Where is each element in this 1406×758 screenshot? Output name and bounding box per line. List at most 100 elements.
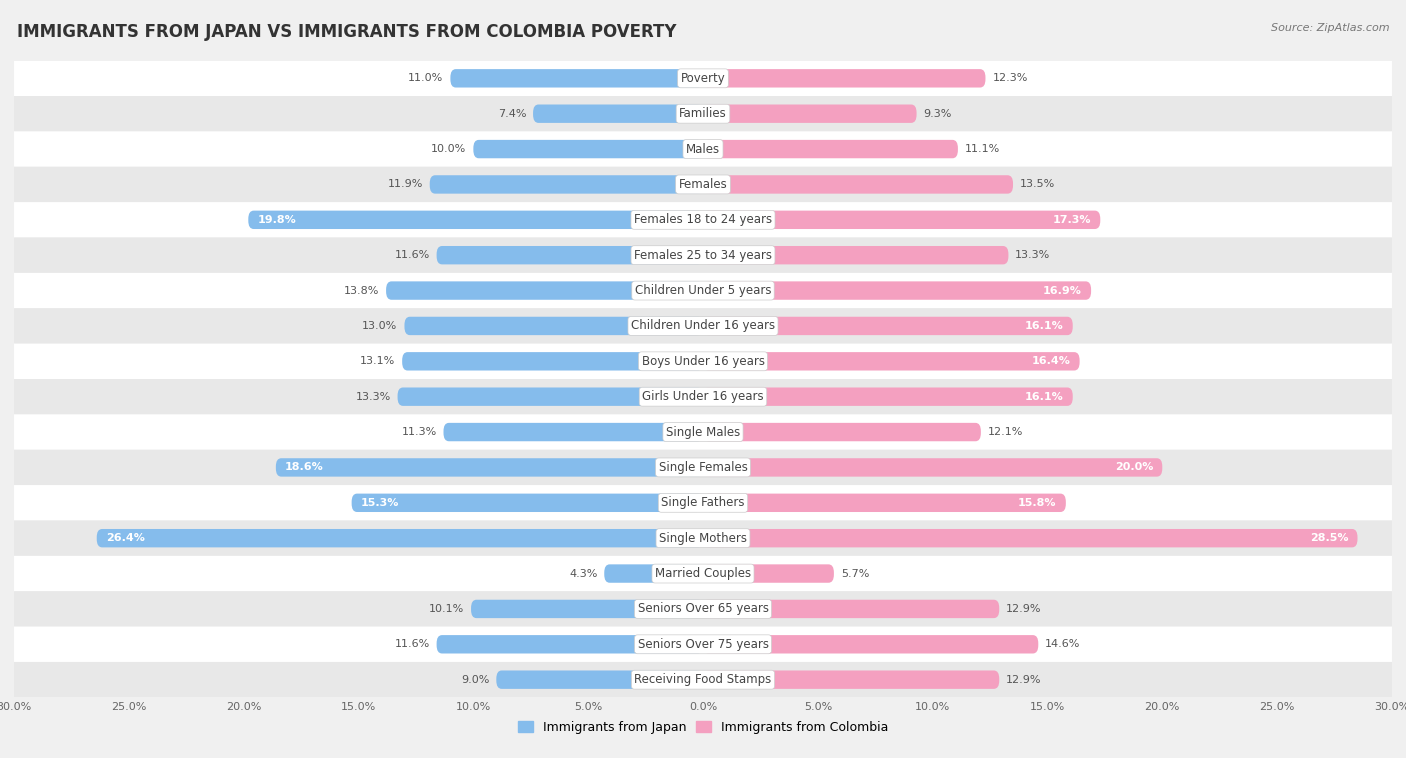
Text: Source: ZipAtlas.com: Source: ZipAtlas.com [1271,23,1389,33]
Text: Children Under 16 years: Children Under 16 years [631,319,775,333]
Text: 16.1%: 16.1% [1025,321,1063,331]
FancyBboxPatch shape [14,273,1392,309]
FancyBboxPatch shape [398,387,703,406]
FancyBboxPatch shape [97,529,703,547]
FancyBboxPatch shape [703,105,917,123]
Legend: Immigrants from Japan, Immigrants from Colombia: Immigrants from Japan, Immigrants from C… [513,716,893,739]
Text: 11.6%: 11.6% [395,250,430,260]
Text: 11.6%: 11.6% [395,639,430,650]
Text: 13.1%: 13.1% [360,356,395,366]
FancyBboxPatch shape [402,352,703,371]
Text: Females 25 to 34 years: Females 25 to 34 years [634,249,772,262]
FancyBboxPatch shape [605,565,703,583]
Text: 18.6%: 18.6% [285,462,323,472]
FancyBboxPatch shape [703,459,1163,477]
FancyBboxPatch shape [14,591,1392,627]
FancyBboxPatch shape [14,662,1392,697]
FancyBboxPatch shape [14,167,1392,202]
Text: Single Mothers: Single Mothers [659,531,747,545]
FancyBboxPatch shape [352,493,703,512]
Text: 11.1%: 11.1% [965,144,1000,154]
FancyBboxPatch shape [703,211,1101,229]
FancyBboxPatch shape [405,317,703,335]
FancyBboxPatch shape [703,317,1073,335]
Text: 16.4%: 16.4% [1032,356,1070,366]
Text: 11.0%: 11.0% [408,74,443,83]
FancyBboxPatch shape [430,175,703,193]
Text: 12.1%: 12.1% [988,427,1024,437]
FancyBboxPatch shape [14,449,1392,485]
Text: Seniors Over 75 years: Seniors Over 75 years [637,637,769,651]
Text: IMMIGRANTS FROM JAPAN VS IMMIGRANTS FROM COLOMBIA POVERTY: IMMIGRANTS FROM JAPAN VS IMMIGRANTS FROM… [17,23,676,41]
Text: 28.5%: 28.5% [1310,533,1348,543]
Text: Poverty: Poverty [681,72,725,85]
Text: 12.9%: 12.9% [1007,604,1042,614]
FancyBboxPatch shape [14,309,1392,343]
Text: Girls Under 16 years: Girls Under 16 years [643,390,763,403]
FancyBboxPatch shape [703,671,1000,689]
Text: 19.8%: 19.8% [257,215,297,225]
Text: Boys Under 16 years: Boys Under 16 years [641,355,765,368]
Text: Single Fathers: Single Fathers [661,496,745,509]
FancyBboxPatch shape [450,69,703,87]
FancyBboxPatch shape [703,140,957,158]
FancyBboxPatch shape [249,211,703,229]
Text: Females: Females [679,178,727,191]
FancyBboxPatch shape [14,343,1392,379]
Text: 20.0%: 20.0% [1115,462,1153,472]
Text: Males: Males [686,143,720,155]
FancyBboxPatch shape [703,352,1080,371]
Text: 9.3%: 9.3% [924,108,952,119]
FancyBboxPatch shape [443,423,703,441]
FancyBboxPatch shape [14,485,1392,521]
FancyBboxPatch shape [437,246,703,265]
FancyBboxPatch shape [14,521,1392,556]
Text: 4.3%: 4.3% [569,568,598,578]
Text: Children Under 5 years: Children Under 5 years [634,284,772,297]
FancyBboxPatch shape [387,281,703,299]
Text: 14.6%: 14.6% [1045,639,1081,650]
FancyBboxPatch shape [703,246,1008,265]
Text: 17.3%: 17.3% [1053,215,1091,225]
Text: Single Males: Single Males [666,425,740,439]
FancyBboxPatch shape [14,627,1392,662]
FancyBboxPatch shape [276,459,703,477]
FancyBboxPatch shape [703,69,986,87]
Text: 15.8%: 15.8% [1018,498,1057,508]
Text: 12.9%: 12.9% [1007,675,1042,684]
Text: 26.4%: 26.4% [105,533,145,543]
FancyBboxPatch shape [14,556,1392,591]
Text: Receiving Food Stamps: Receiving Food Stamps [634,673,772,686]
Text: 13.3%: 13.3% [356,392,391,402]
Text: 10.0%: 10.0% [432,144,467,154]
FancyBboxPatch shape [14,96,1392,131]
Text: 16.1%: 16.1% [1025,392,1063,402]
Text: 13.5%: 13.5% [1019,180,1054,190]
FancyBboxPatch shape [471,600,703,618]
FancyBboxPatch shape [703,600,1000,618]
Text: 11.9%: 11.9% [388,180,423,190]
Text: 13.8%: 13.8% [344,286,380,296]
Text: 10.1%: 10.1% [429,604,464,614]
FancyBboxPatch shape [703,493,1066,512]
Text: 7.4%: 7.4% [498,108,526,119]
FancyBboxPatch shape [496,671,703,689]
FancyBboxPatch shape [703,175,1012,193]
FancyBboxPatch shape [14,131,1392,167]
FancyBboxPatch shape [533,105,703,123]
Text: Females 18 to 24 years: Females 18 to 24 years [634,213,772,227]
Text: 11.3%: 11.3% [401,427,437,437]
FancyBboxPatch shape [14,61,1392,96]
FancyBboxPatch shape [14,237,1392,273]
FancyBboxPatch shape [437,635,703,653]
FancyBboxPatch shape [14,379,1392,415]
Text: Families: Families [679,107,727,121]
Text: 13.0%: 13.0% [363,321,398,331]
Text: 9.0%: 9.0% [461,675,489,684]
Text: Seniors Over 65 years: Seniors Over 65 years [637,603,769,615]
Text: 5.7%: 5.7% [841,568,869,578]
FancyBboxPatch shape [703,281,1091,299]
Text: Single Females: Single Females [658,461,748,474]
FancyBboxPatch shape [14,415,1392,449]
Text: 16.9%: 16.9% [1043,286,1083,296]
